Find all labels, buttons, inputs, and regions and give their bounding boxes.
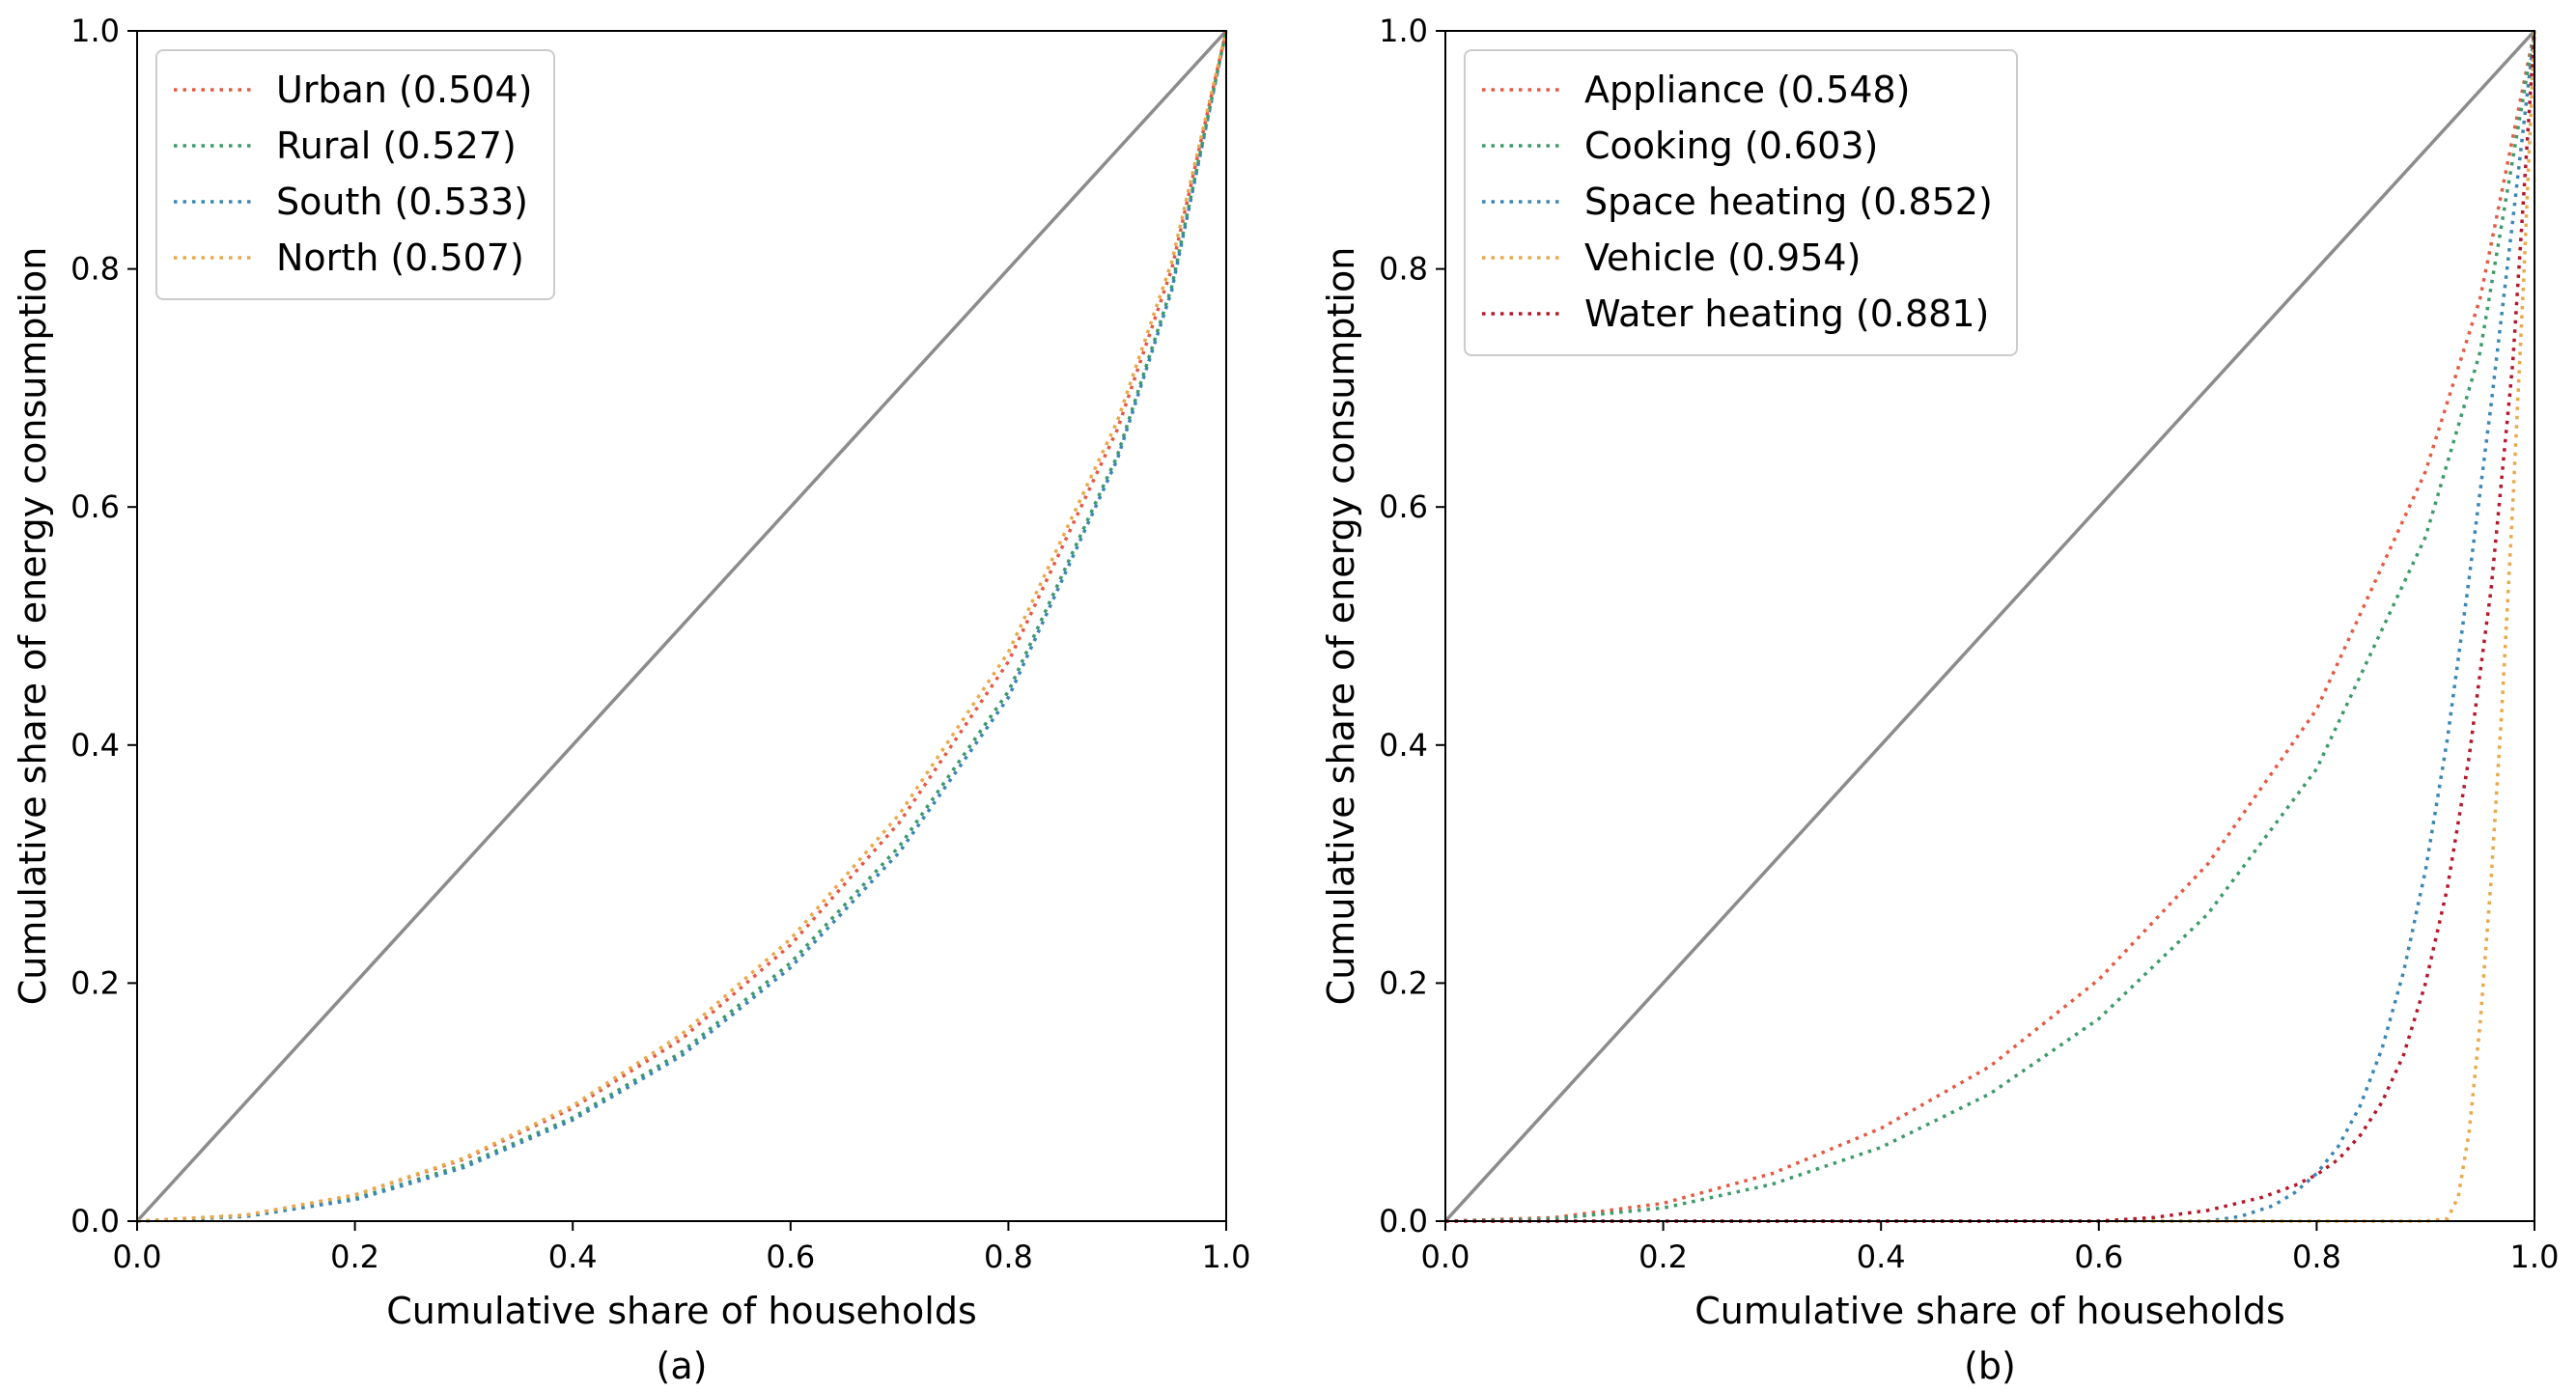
y-axis-label: Cumulative share of energy consumption xyxy=(1320,247,1362,1006)
panel-label: (a) xyxy=(657,1345,708,1387)
series-line-4 xyxy=(1445,30,2536,1223)
chart-panel-b: 0.0 0.2 0.4 0.6 0.8 1.0 0.0 0.2 0.4 0.6 0.8 1.0 Cumu… xyxy=(1320,13,2559,1387)
y-tick-label: 0.2 xyxy=(1379,964,1428,1001)
legend-label: Water heating (0.881) xyxy=(1584,292,1989,335)
x-tick-label: 0.4 xyxy=(548,1239,598,1275)
y-axis-label: Cumulative share of energy consumption xyxy=(12,247,54,1006)
legend-label: Rural (0.527) xyxy=(276,125,517,167)
panel-label: (b) xyxy=(1964,1345,2016,1387)
legend-label: Appliance (0.548) xyxy=(1584,69,1911,111)
x-tick-label: 0.4 xyxy=(1857,1239,1906,1275)
legend-label: Urban (0.504) xyxy=(276,69,532,111)
y-tick-label: 0.8 xyxy=(1379,251,1428,288)
legend-label: Space heating (0.852) xyxy=(1584,181,1993,223)
legend-box xyxy=(155,49,555,300)
series-line-2 xyxy=(136,30,1228,1223)
x-axis-label: Cumulative share of households xyxy=(386,1290,977,1332)
legend-label: Cooking (0.603) xyxy=(1584,125,1878,167)
x-tick-label: 0.0 xyxy=(1421,1239,1470,1275)
x-tick-label: 1.0 xyxy=(1202,1239,1251,1275)
plot-frame xyxy=(1444,30,2535,1222)
legend-label: Vehicle (0.954) xyxy=(1584,237,1861,279)
x-tick-label: 0.6 xyxy=(2074,1239,2123,1275)
y-tick-label: 0.8 xyxy=(70,251,120,288)
x-tick-label: 0.2 xyxy=(1638,1239,1688,1275)
x-tick-label: 1.0 xyxy=(2510,1239,2560,1275)
y-tick-label: 0.6 xyxy=(70,488,120,525)
legend-label: North (0.507) xyxy=(276,237,524,279)
legend-box xyxy=(1464,49,2018,356)
y-tick-label: 0.4 xyxy=(1379,727,1428,764)
y-tick-label: 0.0 xyxy=(70,1203,120,1239)
y-tick-label: 0.4 xyxy=(70,727,120,764)
series-line-0 xyxy=(1444,30,2536,1223)
y-tick-label: 0.2 xyxy=(70,964,120,1001)
y-tick-label: 0.6 xyxy=(1379,488,1428,525)
y-tick-label: 0.0 xyxy=(1379,1203,1428,1239)
x-tick-label: 0.0 xyxy=(113,1239,162,1275)
chart-panel-a: 0.0 0.2 0.4 0.6 0.8 1.0 0.0 0.2 0.4 0.6 0.8 1.0 Cumu… xyxy=(12,13,1250,1387)
y-tick-label: 1.0 xyxy=(70,13,120,49)
x-tick-label: 0.8 xyxy=(984,1239,1033,1275)
plot-frame xyxy=(136,30,1227,1222)
legend-label: South (0.533) xyxy=(276,181,528,223)
series-line-2 xyxy=(1445,30,2536,1223)
legend: Appliance (0.548) Cooking (0.603) Space he… xyxy=(1464,49,2018,356)
legend: Urban (0.504) Rural (0.527) South (0.533) N… xyxy=(155,49,555,300)
x-axis-label: Cumulative share of households xyxy=(1694,1290,2285,1332)
x-tick-label: 0.6 xyxy=(766,1239,815,1275)
equality-line xyxy=(1443,29,2536,1223)
x-tick-label: 0.2 xyxy=(330,1239,379,1275)
x-tick-label: 0.8 xyxy=(2292,1239,2341,1275)
equality-line xyxy=(135,29,1228,1223)
y-tick-label: 1.0 xyxy=(1379,13,1428,49)
series-line-1 xyxy=(136,30,1228,1223)
